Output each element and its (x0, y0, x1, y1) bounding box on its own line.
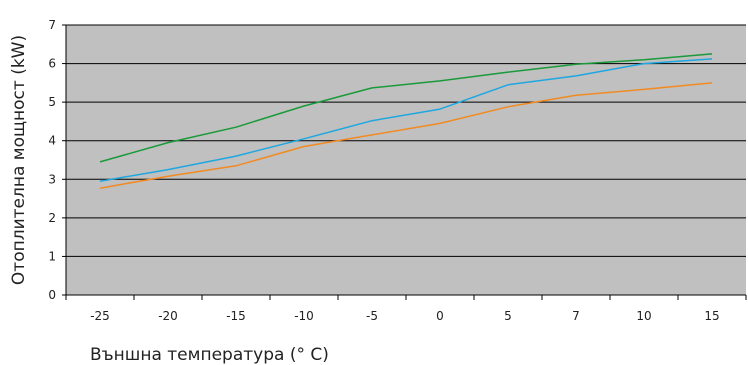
x-tick-label: 15 (704, 309, 719, 323)
y-tick-label: 2 (48, 211, 56, 225)
x-tick-label: -20 (158, 309, 178, 323)
series-lines (99, 53, 713, 189)
series-line-3 (99, 82, 713, 189)
series-line-1 (99, 53, 713, 163)
x-tick-labels: -25 -20 -15 -10 -5 0 5 7 10 15 (90, 309, 719, 323)
x-tick-label: 7 (572, 309, 580, 323)
y-axis-title: Отоплителна мощност (kW) (9, 35, 29, 285)
y-tick-label: 6 (48, 57, 56, 71)
y-tick-label: 4 (48, 134, 56, 148)
x-tick-label: 0 (436, 309, 444, 323)
x-tick-label: -25 (90, 309, 110, 323)
plot-area (66, 25, 746, 295)
x-tick-label: 10 (636, 309, 651, 323)
x-tick-label: -5 (366, 309, 378, 323)
series-line-2 (99, 58, 713, 182)
x-tick-label: -10 (294, 309, 314, 323)
x-tick-label: -15 (226, 309, 246, 323)
y-tick-label: 5 (48, 95, 56, 109)
y-tick-label: 0 (48, 288, 56, 302)
y-tick-label: 1 (48, 249, 56, 263)
y-tick-label: 3 (48, 172, 56, 186)
y-tick-labels: 0 1 2 3 4 5 6 7 (48, 18, 56, 302)
x-axis-title: Външна температура (° C) (90, 345, 329, 365)
x-tick-label: 5 (504, 309, 512, 323)
gridlines (62, 24, 747, 300)
y-tick-label: 7 (48, 18, 56, 32)
